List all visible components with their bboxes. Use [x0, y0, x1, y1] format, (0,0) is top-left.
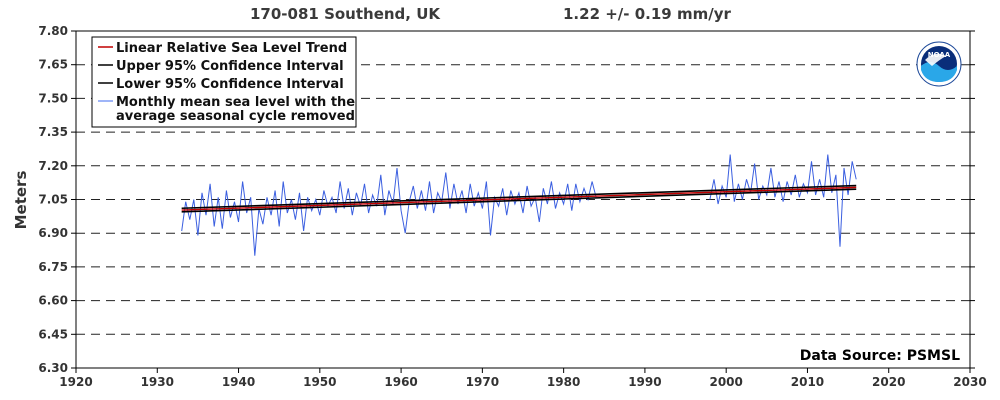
x-tick-label: 1940 [222, 375, 255, 389]
noaa-logo-icon: NOAA [916, 41, 962, 87]
y-tick-label: 6.75 [38, 260, 68, 274]
x-tick-label: 2000 [709, 375, 742, 389]
upper-confidence-line [181, 184, 857, 210]
y-tick-label: 7.05 [38, 193, 68, 207]
x-tick-label: 1980 [547, 375, 580, 389]
trend-rate: 1.22 +/- 0.19 mm/yr [563, 5, 731, 23]
x-tick-label: 1970 [466, 375, 499, 389]
legend: Linear Relative Sea Level Trend Upper 95… [91, 36, 357, 128]
trend-lines [181, 184, 857, 213]
x-tick-label: 2010 [791, 375, 824, 389]
monthly-series-line [709, 154, 857, 247]
trend-line [181, 186, 857, 211]
legend-label-upper: Upper 95% Confidence Interval [116, 59, 344, 74]
y-tick-label: 7.20 [38, 159, 68, 173]
y-tick-label: 7.65 [38, 58, 68, 72]
x-tick-label: 1960 [384, 375, 417, 389]
y-tick-label: 6.90 [38, 226, 68, 240]
monthly-series [181, 154, 857, 256]
y-tick-label: 6.45 [38, 327, 68, 341]
x-tick-label: 1920 [59, 375, 92, 389]
x-tick-label: 1990 [628, 375, 661, 389]
y-tick-label: 7.35 [38, 125, 68, 139]
logo-text: NOAA [928, 51, 951, 59]
y-axis-ticks: 6.30 6.45 6.60 6.75 6.90 7.05 7.20 7.35 7.50 7.65… [38, 24, 975, 375]
y-axis-label: Meters [12, 171, 30, 230]
y-tick-label: 7.80 [38, 24, 68, 38]
lower-confidence-line [181, 188, 857, 213]
data-source: Data Source: PSMSL [800, 348, 960, 364]
x-tick-label: 2020 [872, 375, 905, 389]
y-tick-label: 6.60 [38, 294, 68, 308]
x-tick-label: 1930 [141, 375, 174, 389]
legend-label-monthly: Monthly mean sea level with the [116, 95, 355, 110]
y-tick-label: 7.50 [38, 91, 68, 105]
monthly-series-line [181, 167, 597, 256]
x-tick-label: 1950 [303, 375, 336, 389]
x-axis-ticks: 1920 1930 1940 1950 1960 1970 1980 1990 2000 2010… [59, 368, 987, 389]
y-tick-label: 6.30 [38, 361, 68, 375]
legend-label-monthly-line2: average seasonal cycle removed [116, 109, 355, 124]
x-tick-label: 2030 [953, 375, 986, 389]
legend-label-lower: Lower 95% Confidence Interval [116, 77, 344, 92]
legend-box [91, 36, 357, 128]
station-title: 170-081 Southend, UK [250, 5, 441, 23]
legend-label-trend: Linear Relative Sea Level Trend [116, 41, 347, 56]
